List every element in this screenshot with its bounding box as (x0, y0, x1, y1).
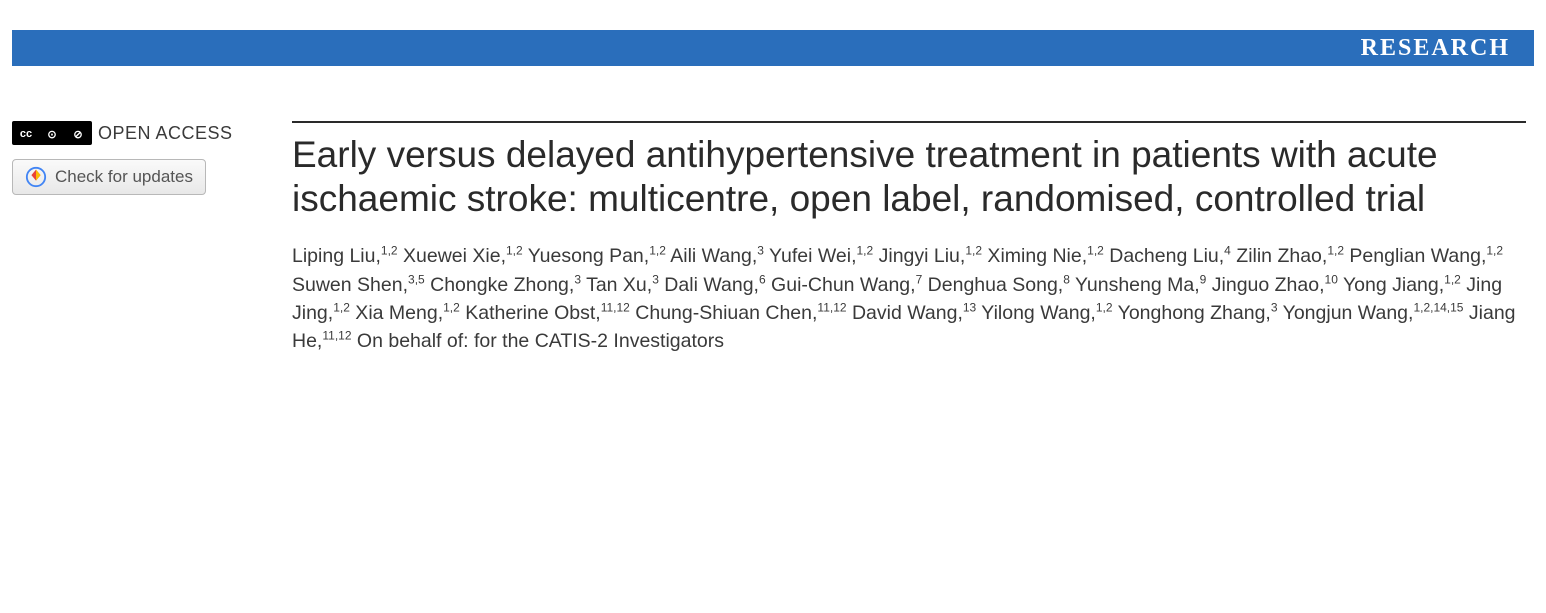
cc-cell: cc (14, 123, 38, 145)
crossmark-icon (25, 166, 47, 188)
article-header: Early versus delayed antihypertensive tr… (292, 121, 1526, 355)
cc-license-icon: cc ⊙ ⊘ (12, 121, 92, 145)
open-access-row: cc ⊙ ⊘ OPEN ACCESS (12, 121, 272, 145)
article-title: Early versus delayed antihypertensive tr… (292, 133, 1526, 220)
cc-nc-icon: ⊘ (66, 123, 90, 145)
open-access-label: OPEN ACCESS (98, 123, 233, 144)
banner-label: RESEARCH (1361, 35, 1510, 62)
author-list: Liping Liu,1,2 Xuewei Xie,1,2 Yuesong Pa… (292, 242, 1526, 355)
sidebar: cc ⊙ ⊘ OPEN ACCESS Check for updates (12, 121, 292, 355)
section-banner: RESEARCH (12, 30, 1534, 66)
check-updates-button[interactable]: Check for updates (12, 159, 206, 195)
content-row: cc ⊙ ⊘ OPEN ACCESS Check for updates Ear… (12, 121, 1526, 355)
check-updates-label: Check for updates (55, 167, 193, 187)
cc-by-icon: ⊙ (40, 123, 64, 145)
